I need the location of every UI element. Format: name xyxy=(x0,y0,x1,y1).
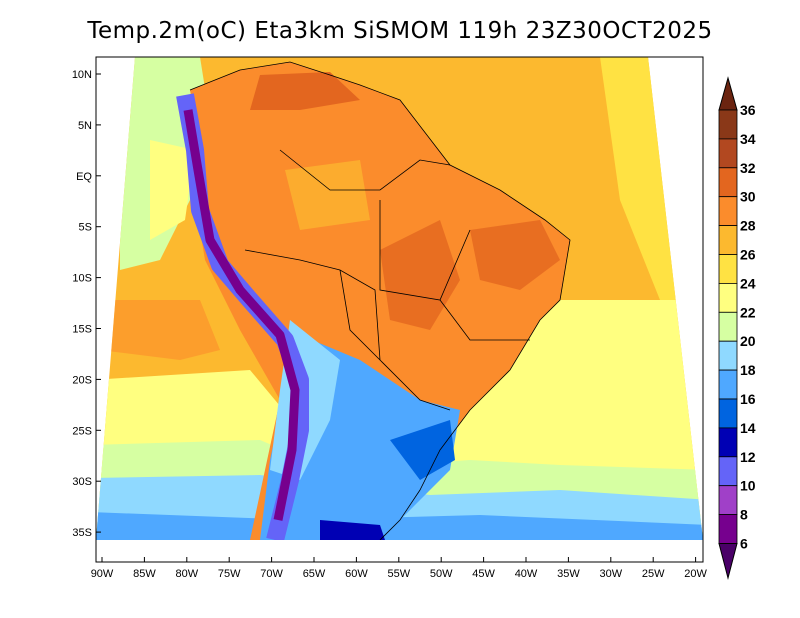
latitude-axis: 10N 5N EQ 5S 10S 15S 20S 25S 30S 35S xyxy=(72,69,101,539)
colorbar-label: 30 xyxy=(740,189,756,205)
colorbar-label: 22 xyxy=(740,304,756,320)
colorbar-segment xyxy=(718,196,738,226)
colorbar-segment xyxy=(718,369,738,400)
map-title: Temp.2m(oC) Eta3km SiSMOM 119h 23Z30OCT2… xyxy=(87,18,713,44)
country-borders xyxy=(189,61,571,540)
colorbar-segment xyxy=(718,456,738,487)
colorbar-label: 32 xyxy=(740,160,756,176)
colorbar-label: 6 xyxy=(740,536,748,552)
lon-label: 85W xyxy=(133,568,156,580)
colorbar-segment xyxy=(718,167,738,198)
colorbar-label: 8 xyxy=(740,507,748,523)
longitude-axis: 90W 85W 80W 75W 70W 65W 60W 55W 50W 45W 40W 35W 30W 2… xyxy=(91,557,708,580)
lat-label: 10N xyxy=(72,69,92,81)
lat-label: 15S xyxy=(72,324,92,336)
colorbar-label: 12 xyxy=(740,449,756,465)
lat-label: 25S xyxy=(72,425,92,437)
colorbar-label: 34 xyxy=(740,131,756,147)
colorbar-segment xyxy=(718,398,738,429)
colorbar-segment xyxy=(718,282,738,313)
lon-label: 20W xyxy=(684,568,707,580)
colorbar-segment xyxy=(718,109,738,140)
lon-label: 60W xyxy=(345,568,368,580)
lat-label: 5S xyxy=(79,222,92,234)
lat-label: 30S xyxy=(72,476,92,488)
colorbar-segment xyxy=(718,514,738,544)
colorbar-label: 28 xyxy=(740,218,756,234)
colorbar-segment xyxy=(718,340,738,371)
colorbar-segment xyxy=(718,138,738,169)
colorbar-label: 36 xyxy=(740,102,756,118)
colorbar-label: 14 xyxy=(740,420,756,436)
colorbar: 36 34 32 30 28 26 24 22 20 18 16 14 12 10 8 6 xyxy=(718,76,756,580)
colorbar-label: 26 xyxy=(740,247,756,263)
map-frame xyxy=(95,56,704,563)
lon-label: 40W xyxy=(515,568,538,580)
colorbar-segment xyxy=(718,311,738,342)
colorbar-segment xyxy=(718,225,738,255)
lat-label: 10S xyxy=(72,273,92,285)
colorbar-segment xyxy=(718,427,738,458)
colorbar-label: 24 xyxy=(740,275,756,291)
lon-label: 65W xyxy=(303,568,326,580)
colorbar-upper-arrow xyxy=(718,76,738,111)
lon-label: 45W xyxy=(472,568,495,580)
colorbar-label: 10 xyxy=(740,478,756,494)
lat-label: 5N xyxy=(78,120,92,132)
lon-label: 55W xyxy=(387,568,410,580)
colorbar-segment xyxy=(718,485,738,516)
lon-label: 25W xyxy=(642,568,665,580)
lat-label: 35S xyxy=(72,527,92,539)
lon-label: 35W xyxy=(557,568,580,580)
lon-label: 80W xyxy=(175,568,198,580)
temperature-field xyxy=(96,57,703,540)
colorbar-label: 18 xyxy=(740,362,756,378)
lat-label: 20S xyxy=(72,374,92,386)
lat-label: EQ xyxy=(76,171,92,183)
colorbar-label: 16 xyxy=(740,391,756,407)
lon-label: 90W xyxy=(91,568,114,580)
colorbar-lower-arrow xyxy=(718,543,738,580)
colorbar-segment xyxy=(718,254,738,284)
lon-label: 75W xyxy=(218,568,241,580)
lon-label: 50W xyxy=(430,568,453,580)
lon-label: 70W xyxy=(260,568,283,580)
colorbar-label: 20 xyxy=(740,333,756,349)
lon-label: 30W xyxy=(599,568,622,580)
